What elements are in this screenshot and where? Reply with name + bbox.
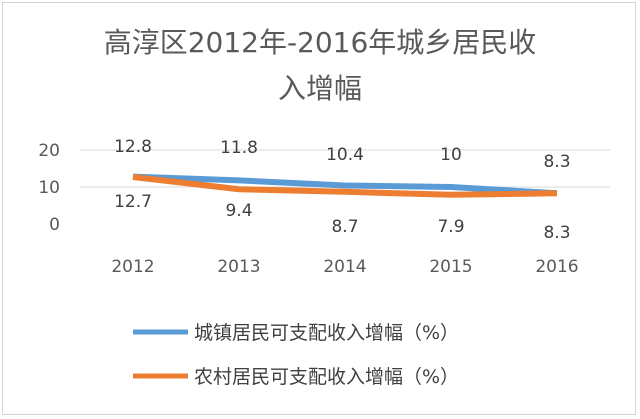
legend-item-rural[interactable]: 农村居民可支配收入增幅（%） (133, 366, 459, 388)
data-label-0-2: 10.4 (326, 145, 364, 165)
data-label-1-2: 8.7 (331, 217, 358, 237)
data-label-0-1: 11.8 (220, 138, 258, 158)
series-line-1 (132, 174, 558, 198)
y-tick-label: 10 (38, 178, 60, 198)
x-axis-ticks: 2012 2013 2014 2015 2016 (111, 257, 578, 277)
y-axis-ticks: 0 10 20 (38, 141, 60, 235)
data-label-1-4: 8.3 (543, 223, 570, 243)
data-label-0-0: 12.8 (114, 137, 152, 157)
x-tick-label: 2014 (323, 257, 366, 277)
legend-label-urban: 城镇居民可支配收入增幅（%） (194, 322, 459, 344)
data-label-0-4: 8.3 (543, 152, 570, 172)
legend-item-urban[interactable]: 城镇居民可支配收入增幅（%） (133, 322, 459, 344)
chart-title-line2: 入增幅 (278, 72, 362, 105)
data-label-1-1: 9.4 (225, 201, 252, 221)
y-tick-label: 0 (49, 215, 60, 235)
chart-frame (2, 2, 636, 415)
series-line-0 (132, 173, 558, 197)
legend-label-rural: 农村居民可支配收入增幅（%） (194, 366, 459, 388)
series-lines (132, 173, 558, 198)
data-label-1-3: 7.9 (437, 217, 464, 237)
legend: 城镇居民可支配收入增幅（%） 农村居民可支配收入增幅（%） (133, 322, 459, 388)
data-labels: 12.8 11.8 10.4 10 8.3 12.7 9.4 8.7 7.9 8.3 (114, 137, 570, 243)
chart-title-line1: 高淳区2012年-2016年城乡居民收 (104, 26, 537, 59)
x-tick-label: 2013 (217, 257, 260, 277)
x-tick-label: 2015 (429, 257, 472, 277)
x-tick-label: 2012 (111, 257, 154, 277)
x-tick-label: 2016 (535, 257, 578, 277)
y-tick-label: 20 (38, 141, 60, 161)
data-label-1-0: 12.7 (114, 192, 152, 212)
data-label-0-3: 10 (440, 145, 462, 165)
